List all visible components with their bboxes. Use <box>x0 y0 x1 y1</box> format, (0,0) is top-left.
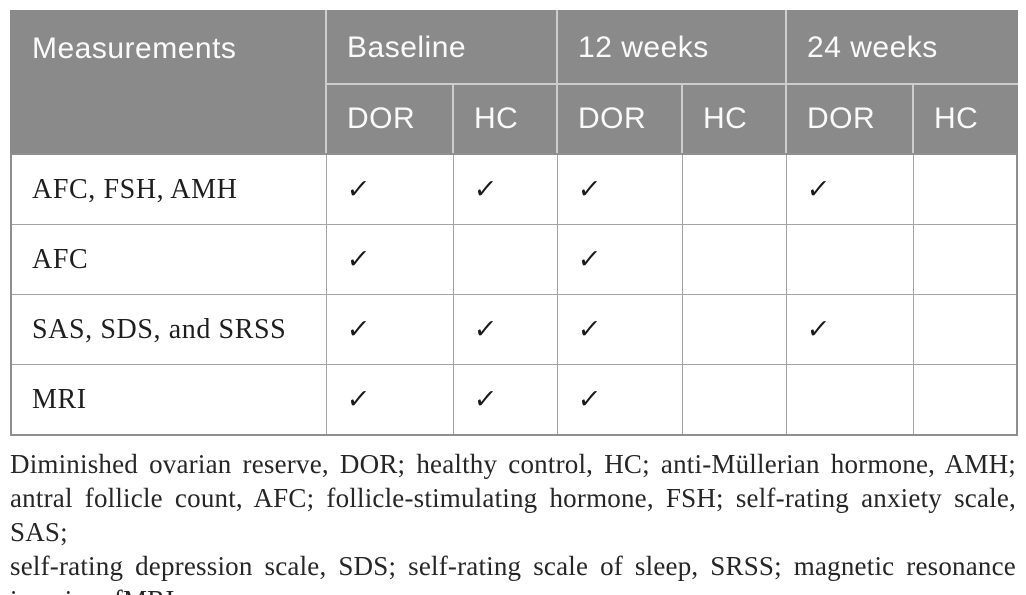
check-icon: ✓ <box>471 384 498 415</box>
check-cell <box>912 364 1018 436</box>
header-cell-24w-hc: HC <box>912 83 1019 155</box>
check-cell: ✓ <box>556 294 683 365</box>
row-label: AFC, FSH, AMH <box>10 153 327 225</box>
check-icon: ✓ <box>804 314 831 345</box>
check-cell <box>785 364 914 436</box>
header-row-subcolumns: DOR HC DOR HC DOR HC <box>11 83 1019 155</box>
check-cell: ✓ <box>785 153 914 225</box>
header-cell-baseline-hc: HC <box>451 83 559 155</box>
measurement-schedule-table: Measurements Baseline 12 weeks 24 weeks … <box>10 10 1019 436</box>
check-cell: ✓ <box>556 224 683 295</box>
check-cell <box>681 294 787 365</box>
check-cell: ✓ <box>452 364 558 436</box>
row-label: AFC <box>10 224 327 295</box>
check-cell <box>681 153 787 225</box>
table-body: AFC, FSH, AMH ✓ ✓ ✓ ✓ AFC ✓ ✓ SAS, SDS, … <box>10 153 1018 436</box>
check-icon: ✓ <box>575 244 602 275</box>
check-cell <box>785 224 914 295</box>
header-cell-12w-hc: HC <box>681 83 788 155</box>
footnote-line: imaging, fMRI. <box>10 583 1016 595</box>
check-cell <box>452 224 558 295</box>
check-cell: ✓ <box>325 364 454 436</box>
header-row-groups: Measurements Baseline 12 weeks 24 weeks <box>10 10 1019 155</box>
header-cell-24w-dor: DOR <box>785 83 915 155</box>
check-icon: ✓ <box>344 244 371 275</box>
check-cell: ✓ <box>452 294 558 365</box>
table-header: Measurements Baseline 12 weeks 24 weeks … <box>10 10 1019 155</box>
table-row-afc-fsh-amh: AFC, FSH, AMH ✓ ✓ ✓ ✓ <box>10 153 1018 225</box>
footnote-line: Diminished ovarian reserve, DOR; healthy… <box>10 449 1016 479</box>
check-icon: ✓ <box>471 314 498 345</box>
check-cell: ✓ <box>325 294 454 365</box>
header-cell-measurements: Measurements <box>10 10 327 155</box>
check-cell: ✓ <box>325 224 454 295</box>
check-icon: ✓ <box>575 384 602 415</box>
check-cell: ✓ <box>785 294 914 365</box>
footnote-line: antral follicle count, AFC; follicle-sti… <box>10 483 1016 547</box>
header-cell-12w-dor: DOR <box>556 83 684 155</box>
check-icon: ✓ <box>344 174 371 205</box>
check-icon: ✓ <box>344 314 371 345</box>
check-icon: ✓ <box>471 174 498 205</box>
header-cell-baseline: Baseline <box>324 10 559 85</box>
row-label: SAS, SDS, and SRSS <box>10 294 327 365</box>
table-row-mri: MRI ✓ ✓ ✓ <box>10 364 1018 436</box>
check-cell <box>912 294 1018 365</box>
table-row-afc: AFC ✓ ✓ <box>10 224 1018 295</box>
check-icon: ✓ <box>575 174 602 205</box>
check-cell: ✓ <box>452 153 558 225</box>
check-icon: ✓ <box>575 314 602 345</box>
check-cell <box>912 153 1018 225</box>
check-cell <box>681 224 787 295</box>
table-row-sas-sds-srss: SAS, SDS, and SRSS ✓ ✓ ✓ ✓ <box>10 294 1018 365</box>
header-cell-24-weeks: 24 weeks <box>785 10 1019 85</box>
check-cell <box>681 364 787 436</box>
check-cell: ✓ <box>556 153 683 225</box>
check-cell <box>912 224 1018 295</box>
check-cell: ✓ <box>325 153 454 225</box>
row-label: MRI <box>10 364 327 436</box>
header-cell-12-weeks: 12 weeks <box>556 10 788 85</box>
header-cell-baseline-dor: DOR <box>325 83 454 155</box>
table-footnote: Diminished ovarian reserve, DOR; healthy… <box>10 447 1016 595</box>
check-icon: ✓ <box>344 384 371 415</box>
check-cell: ✓ <box>556 364 683 436</box>
footnote-line: self-rating depression scale, SDS; self-… <box>10 551 1016 581</box>
check-icon: ✓ <box>804 174 831 205</box>
